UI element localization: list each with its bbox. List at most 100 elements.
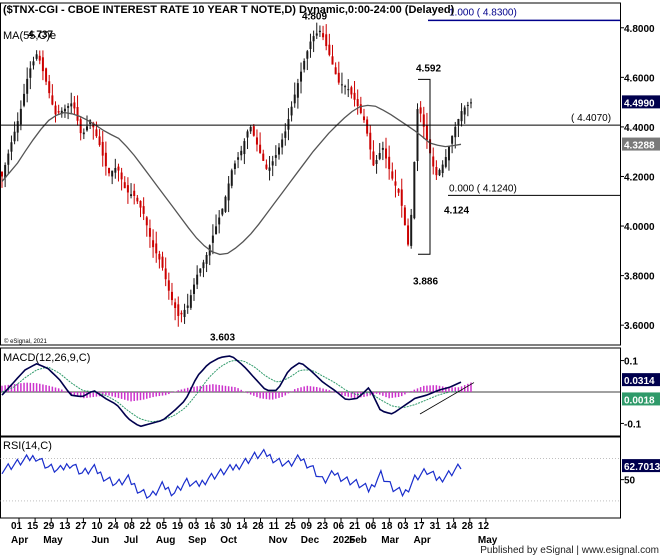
- swing-label: 4.737: [28, 29, 53, 40]
- candle-body: [26, 78, 29, 94]
- date-label: 06: [365, 521, 377, 532]
- swing-label: 4.592: [416, 63, 441, 74]
- macd-line: [1, 355, 462, 428]
- month-label: Feb: [349, 535, 367, 546]
- candle-body: [441, 164, 444, 174]
- candle-body: [419, 107, 422, 114]
- candle-body: [249, 126, 252, 132]
- candle-body: [287, 119, 290, 130]
- candle-body: [196, 274, 199, 285]
- candle-body: [416, 109, 419, 162]
- candle-body: [325, 34, 328, 47]
- candle-body: [41, 57, 44, 72]
- ma-value-badge: 4.3288: [624, 141, 655, 152]
- candle-body: [438, 169, 441, 176]
- candle-body: [60, 110, 63, 114]
- candle-body: [133, 190, 136, 197]
- candle-body: [293, 94, 296, 104]
- date-label: 13: [59, 521, 71, 532]
- candle-body: [142, 206, 145, 214]
- candle-body: [385, 148, 388, 159]
- candle-body: [38, 55, 41, 61]
- candle-body: [470, 102, 472, 104]
- candle-body: [407, 225, 410, 245]
- candle-body: [457, 118, 460, 125]
- candle-body: [123, 182, 126, 189]
- candle-body: [4, 165, 7, 179]
- date-label: 05: [156, 521, 168, 532]
- date-label: 29: [43, 521, 55, 532]
- candle-body: [57, 111, 60, 113]
- month-label: Apr: [11, 535, 28, 546]
- rsi-line: [1, 448, 462, 500]
- month-label: Nov: [269, 535, 288, 546]
- date-label: 23: [317, 521, 329, 532]
- candle-body: [164, 268, 167, 280]
- candle-body: [397, 188, 400, 193]
- month-label: May: [43, 535, 63, 546]
- candle-body: [284, 131, 287, 138]
- macd-tick-label: -0.1: [624, 419, 642, 430]
- date-label: 24: [108, 521, 120, 532]
- candle-body: [7, 153, 10, 165]
- swing-label: 4.124: [444, 205, 469, 216]
- candle-body: [369, 132, 372, 150]
- candle-body: [218, 217, 221, 225]
- candle-body: [447, 146, 450, 161]
- candle-body: [322, 33, 325, 38]
- candle-body: [174, 302, 177, 309]
- date-label: 09: [301, 521, 313, 532]
- candle-body: [82, 132, 85, 135]
- candle-body: [337, 72, 340, 83]
- month-label: Oct: [220, 535, 237, 546]
- month-label: 2025: [333, 535, 356, 546]
- macd-title: MACD(12,26,9,C): [3, 352, 90, 364]
- candle-body: [403, 207, 406, 226]
- candle-body: [460, 111, 463, 122]
- candle-body: [130, 194, 133, 197]
- candle-body: [51, 95, 54, 105]
- date-label: 16: [204, 521, 216, 532]
- price-tick-label: 3.8000: [624, 272, 655, 283]
- candle-body: [63, 108, 66, 112]
- candle-body: [32, 61, 35, 66]
- rsi-value-badge-box: [622, 459, 660, 473]
- candle-body: [312, 36, 315, 42]
- candle-body: [189, 295, 192, 308]
- candle-body: [85, 126, 88, 131]
- candle-body: [303, 60, 306, 70]
- month-label: Mar: [381, 535, 399, 546]
- date-label: 18: [381, 521, 393, 532]
- candle-body: [161, 256, 164, 268]
- candle-body: [306, 51, 309, 59]
- swing-bracket: [418, 78, 431, 255]
- candle-body: [167, 280, 170, 291]
- candle-body: [237, 157, 240, 160]
- candle-body: [117, 166, 120, 171]
- candle-body: [79, 119, 82, 134]
- date-label: 27: [75, 521, 87, 532]
- candle-body: [340, 84, 343, 86]
- date-label: 08: [124, 521, 136, 532]
- candle-body: [230, 170, 233, 186]
- month-label: Aug: [156, 535, 175, 546]
- candle-body: [148, 228, 151, 237]
- date-label: 17: [414, 521, 426, 532]
- candle-body: [318, 30, 321, 33]
- price-panel: 4.8000 4.6000 4.4000 4.2000 4.0000 3.8000 3.60…: [0, 2, 660, 346]
- price-tick-label: 4.2000: [624, 172, 655, 183]
- rsi-tick-label: 50: [624, 476, 636, 487]
- candle-body: [381, 147, 384, 150]
- chart-title: ($TNX-CGI - CBOE INTEREST RATE 10 YEAR T…: [3, 4, 455, 16]
- macd-tick-label: 0.1: [624, 357, 638, 368]
- price-tick-label: 4.0000: [624, 222, 655, 233]
- fib-level-0-label: 0.000 ( 4.1240): [449, 183, 517, 194]
- candle-body: [10, 142, 13, 152]
- rsi-title: RSI(14,C): [3, 440, 52, 452]
- candle-body: [205, 254, 208, 264]
- candle-body: [1, 171, 3, 177]
- date-label: 03: [188, 521, 200, 532]
- candle-body: [73, 102, 76, 109]
- ma-label: MA(55,C)e: [3, 30, 56, 42]
